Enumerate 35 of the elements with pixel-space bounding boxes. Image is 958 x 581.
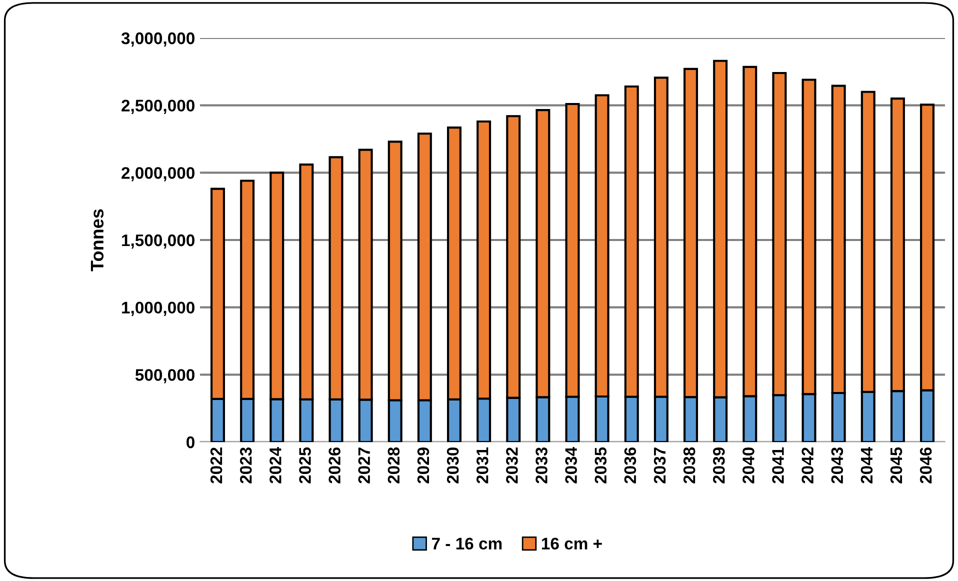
- x-tick-label: 2027: [358, 448, 370, 484]
- x-tick-label: 2030: [446, 448, 459, 484]
- x-tick-label: 2046: [920, 447, 932, 484]
- x-tick-label: 2044: [860, 446, 873, 484]
- x-tick-label: 2039: [712, 447, 725, 484]
- x-tick-label: 2045: [890, 447, 902, 484]
- x-tick-label: 2034: [565, 446, 577, 484]
- x-tick-label: 2033: [536, 447, 548, 484]
- x-tick-label: 2023: [240, 447, 252, 484]
- x-tick-label: 2031: [476, 447, 488, 484]
- x-tick-label: 2040: [742, 448, 754, 484]
- x-tick-label: 2025: [299, 447, 311, 484]
- x-tick-label: 2041: [772, 447, 784, 484]
- y-tick-label: 2,000,000: [122, 167, 194, 182]
- x-tick-label: 2028: [388, 447, 400, 484]
- x-tick-label: 2037: [654, 448, 666, 484]
- x-tick-label: 2036: [624, 447, 636, 484]
- y-tick-label: 2,500,000: [122, 100, 194, 114]
- x-tick-label: 2024: [270, 446, 282, 484]
- x-tick-label: 2035: [594, 447, 607, 484]
- x-tick-label: 2032: [506, 448, 518, 484]
- x-tick-label: 2029: [417, 447, 430, 484]
- x-tick-label: 2022: [210, 448, 222, 484]
- x-tick-label: 2043: [831, 447, 844, 484]
- legend-label: 16 cm +: [542, 538, 602, 550]
- x-tick-label: 2038: [683, 447, 696, 484]
- x-tick-label: 2026: [328, 447, 340, 484]
- y-tick-label: 1,500,000: [122, 234, 194, 249]
- y-axis-title: Tonnes: [90, 209, 104, 272]
- legend-label: 7 - 16 cm: [432, 538, 502, 550]
- y-tick-label: 500,000: [135, 369, 194, 384]
- y-tick-label: 0: [186, 436, 194, 448]
- y-tick-label: 1,000,000: [122, 302, 194, 316]
- y-tick-label: 3,000,000: [121, 32, 194, 47]
- x-tick-label: 2042: [802, 448, 814, 484]
